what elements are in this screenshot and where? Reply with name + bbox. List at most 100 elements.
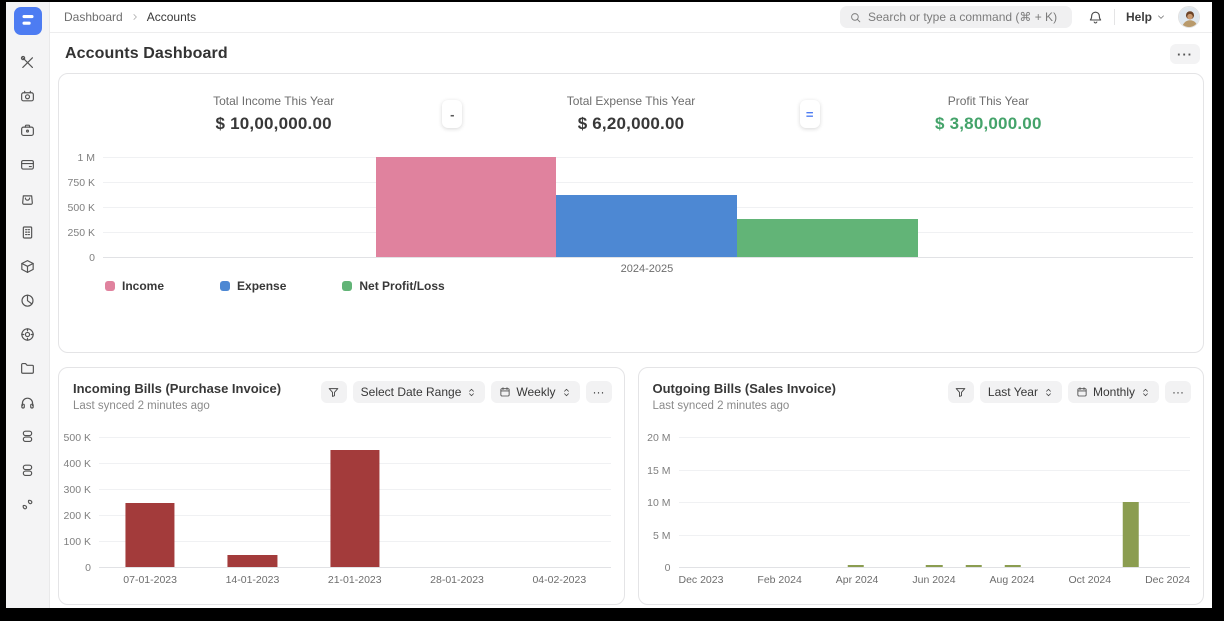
sidebar-item-pie-chart[interactable] <box>15 287 41 313</box>
bar-slot <box>1033 438 1072 568</box>
incoming-filter-button[interactable] <box>320 381 347 403</box>
sidebar-item-robot[interactable] <box>15 83 41 109</box>
updown-chevron-icon <box>563 388 569 396</box>
x-axis: 07-01-2023 14-01-2023 21-01-2023 28-01-2023… <box>99 574 611 586</box>
help-menu[interactable]: Help <box>1126 10 1166 24</box>
sidebar-item-headphones[interactable] <box>15 389 41 415</box>
sidebar-item-card[interactable] <box>15 151 41 177</box>
incoming-date-range-value: Select Date Range <box>360 385 462 399</box>
sidebar-item-shopping-bag[interactable] <box>15 185 41 211</box>
navbar-divider <box>1113 9 1115 25</box>
outgoing-bills-chart: 20 M 15 M 10 M 5 M 0 <box>639 432 1204 574</box>
legend-item-expense[interactable]: Expense <box>220 279 286 293</box>
robot-icon <box>21 90 34 101</box>
legend-item-income[interactable]: Income <box>105 279 164 293</box>
y-tick-label: 500 K <box>67 202 95 214</box>
outgoing-more-button[interactable]: ··· <box>1165 381 1191 403</box>
x-axis-label: 2024-2025 <box>620 263 674 275</box>
y-axis: 20 M 15 M 10 M 5 M 0 <box>639 432 679 574</box>
x-tick-label <box>1111 574 1145 586</box>
bar-aug-2024[interactable] <box>1004 565 1022 567</box>
gridline <box>678 437 1190 438</box>
sidebar-item-folder[interactable] <box>15 355 41 381</box>
y-tick-label: 100 K <box>63 536 91 548</box>
sidebar-icon-list <box>15 49 41 517</box>
bar-slot <box>757 438 796 568</box>
sidebar-item-target[interactable] <box>15 321 41 347</box>
sidebar-item-coins[interactable] <box>15 423 41 449</box>
equals-operator-badge: = <box>799 100 820 128</box>
gridline <box>103 182 1193 183</box>
bar-net-profit-loss[interactable] <box>737 219 919 257</box>
outgoing-filter-button[interactable] <box>947 381 974 403</box>
sidebar-item-coins-2[interactable] <box>15 457 41 483</box>
outgoing-frequency-select[interactable]: Monthly <box>1067 381 1159 403</box>
gridline <box>678 502 1190 503</box>
global-search[interactable] <box>839 6 1072 28</box>
stat-profit: Profit This Year $ 3,80,000.00 <box>820 94 1157 134</box>
gridline <box>103 157 1193 158</box>
sidebar-item-tools[interactable] <box>15 49 41 75</box>
notifications-button[interactable] <box>1088 10 1103 25</box>
stat-total-income: Total Income This Year $ 10,00,000.00 <box>105 94 442 134</box>
profit-loss-card: Total Income This Year $ 10,00,000.00 - … <box>58 73 1204 353</box>
x-tick-label <box>1035 574 1069 586</box>
search-input[interactable] <box>867 10 1063 24</box>
bar-slots <box>99 438 611 568</box>
y-tick-label: 5 M <box>652 529 671 542</box>
incoming-date-range-select[interactable]: Select Date Range <box>352 381 486 403</box>
bar-slot <box>679 438 718 568</box>
y-tick-label: 200 K <box>63 510 91 522</box>
building-icon <box>22 225 33 239</box>
sidebar-item-package[interactable] <box>15 253 41 279</box>
bar-jul-2024[interactable] <box>965 565 982 567</box>
bar-14-01-2023[interactable] <box>227 555 277 567</box>
outgoing-date-range-select[interactable]: Last Year <box>979 381 1062 403</box>
page-more-button[interactable]: ··· <box>1170 44 1200 64</box>
bar-expense[interactable] <box>556 195 738 257</box>
search-icon <box>851 12 861 22</box>
x-tick-label: 04-02-2023 <box>532 574 587 586</box>
funnel-icon <box>956 387 966 397</box>
bar-21-01-2023[interactable] <box>330 450 380 567</box>
chevron-down-icon <box>1158 15 1164 19</box>
card-icon <box>21 159 34 170</box>
y-axis: 1 M 750 K 500 K 250 K 0 <box>59 152 103 264</box>
y-tick-label: 0 <box>89 252 95 264</box>
legend-item-net-profit-loss[interactable]: Net Profit/Loss <box>342 279 445 293</box>
breadcrumb-dashboard[interactable]: Dashboard <box>64 10 123 24</box>
bar-nov-2024[interactable] <box>1122 502 1140 567</box>
x-tick-label: Oct 2024 <box>1068 574 1112 586</box>
y-tick-label: 1 M <box>77 152 95 164</box>
bar-income[interactable] <box>375 157 557 257</box>
breadcrumb-accounts[interactable]: Accounts <box>146 10 197 24</box>
incoming-frequency-select[interactable]: Weekly <box>491 381 580 403</box>
bar-slot <box>797 438 836 568</box>
bar-slot <box>954 438 993 568</box>
chart-plot-area <box>99 437 611 568</box>
app-window: Dashboard Accounts Help <box>6 2 1212 608</box>
calendar-icon <box>500 387 510 397</box>
sidebar-item-building[interactable] <box>15 219 41 245</box>
coins-2-icon <box>22 464 33 476</box>
y-tick-label: 10 M <box>647 497 671 509</box>
updown-chevron-icon <box>1143 388 1148 396</box>
funnel-icon <box>328 387 339 397</box>
y-tick-label: 400 K <box>63 458 91 470</box>
bar-slot <box>718 438 757 568</box>
y-tick-label: 0 <box>85 562 91 574</box>
updown-chevron-icon <box>1046 388 1051 396</box>
outgoing-date-range-value: Last Year <box>987 385 1038 399</box>
bar-apr-2024[interactable] <box>847 565 864 567</box>
user-avatar[interactable] <box>1178 6 1200 28</box>
sidebar-item-camera[interactable] <box>15 117 41 143</box>
sidebar-item-leaves[interactable] <box>15 491 41 517</box>
bar-jun-2024[interactable] <box>925 565 943 567</box>
incoming-more-button[interactable]: ··· <box>585 381 612 403</box>
app-logo[interactable] <box>13 7 42 35</box>
incoming-panel-controls: Select Date Range Weekly <box>320 381 612 403</box>
incoming-sync-status: Last synced 2 minutes ago <box>73 400 210 412</box>
x-tick-label <box>802 574 836 586</box>
bar-07-01-2023[interactable] <box>125 503 175 567</box>
summary-row: Total Income This Year $ 10,00,000.00 - … <box>59 74 1203 134</box>
